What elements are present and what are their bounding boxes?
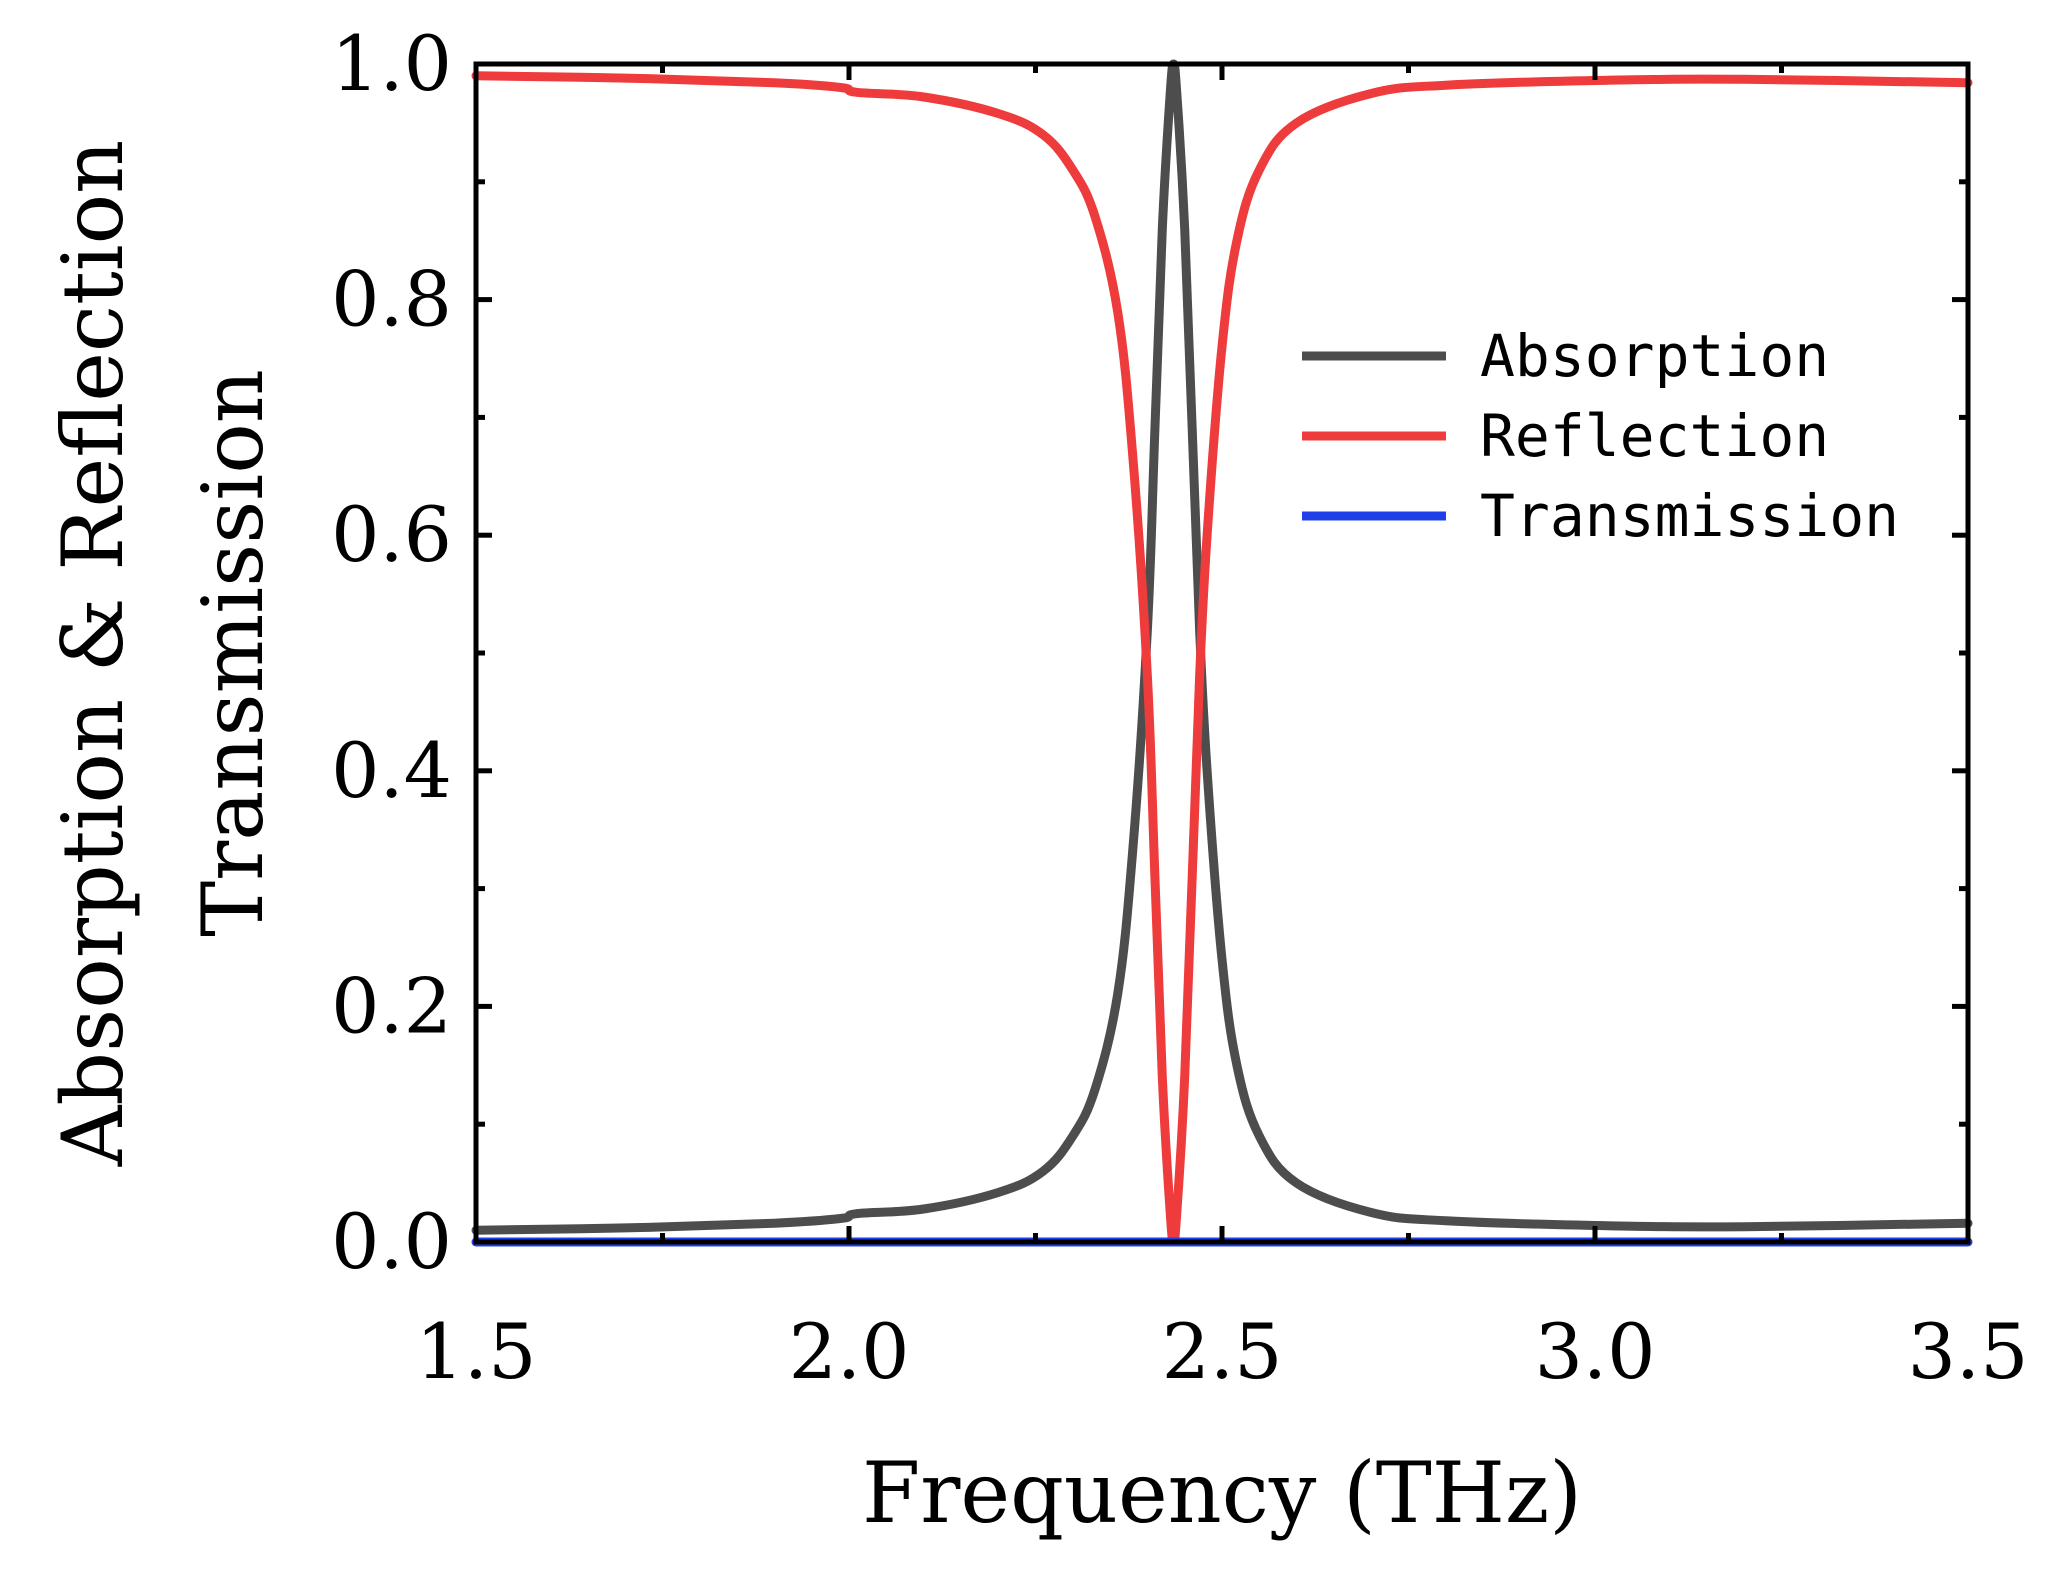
series-layer: [471, 59, 1973, 1247]
tick-labels-layer: 1.5 2.0 2.5 3.0 3.5 0.0 0.2 0.4 0.6 0.8 1.0: [331, 19, 2028, 1396]
legend-label-absorption: Absorption: [1480, 322, 1829, 390]
y-tick-label: 0.2: [331, 961, 452, 1050]
y-tick-label: 0.4: [331, 726, 452, 815]
y-axis-title-line1: Absorption & Reflection: [44, 140, 142, 1168]
y-tick-label: 0.8: [331, 255, 452, 344]
y-tick-label: 0.6: [331, 490, 452, 579]
legend-label-transmission: Transmission: [1480, 482, 1899, 550]
y-tick-label: 1.0: [331, 19, 452, 108]
series-line-reflection: [471, 71, 1973, 1247]
series-line-absorption: [471, 59, 1973, 1235]
plot-frame: [473, 61, 1971, 1245]
x-tick-label: 2.0: [789, 1307, 910, 1396]
y-tick-label: 0.0: [331, 1197, 452, 1286]
y-axis-title-line2: Transmission: [184, 369, 282, 937]
x-axis-title: Frequency (THz): [862, 1444, 1582, 1542]
x-tick-label: 3.5: [1908, 1307, 2029, 1396]
legend: Absorption Reflection Transmission: [1302, 322, 1899, 550]
ticks-layer: [473, 61, 1971, 1245]
x-tick-label: 3.0: [1535, 1307, 1656, 1396]
legend-label-reflection: Reflection: [1480, 402, 1829, 470]
x-tick-label: 2.5: [1162, 1307, 1283, 1396]
x-tick-label: 1.5: [416, 1307, 537, 1396]
